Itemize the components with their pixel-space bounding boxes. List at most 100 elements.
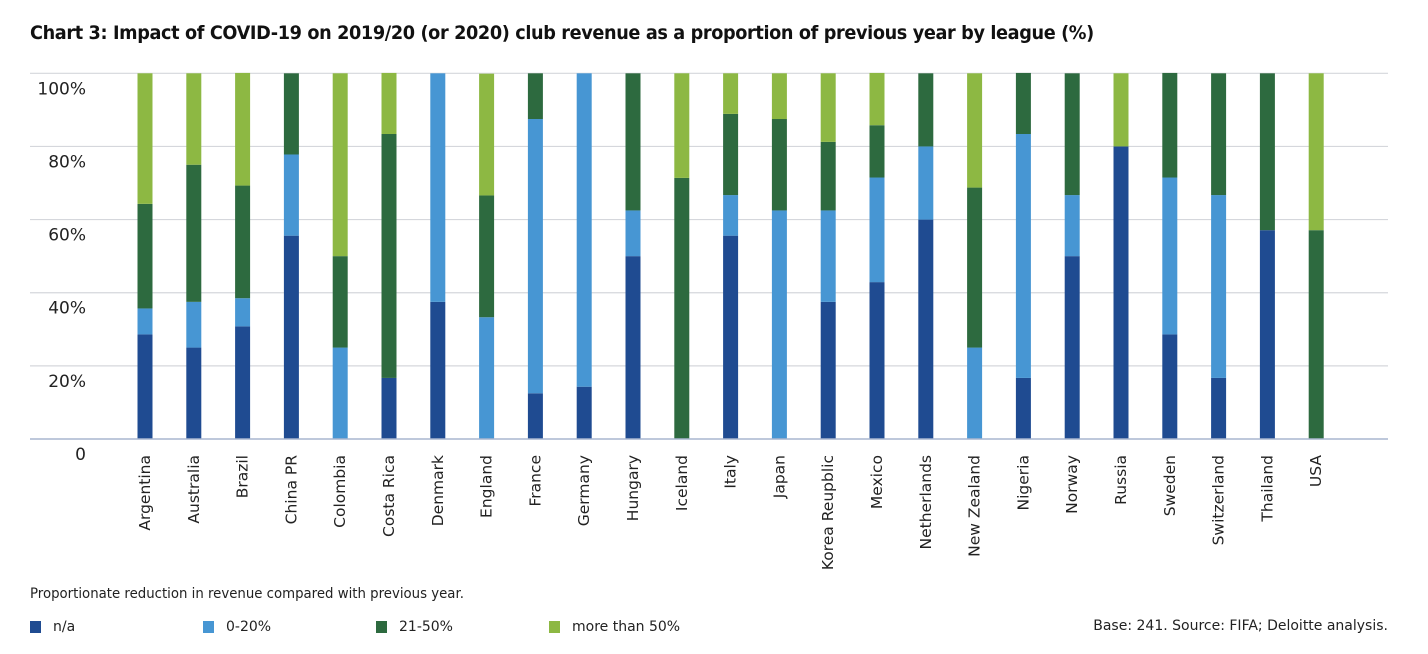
bar-segment-21-50- [479, 195, 495, 318]
bar-segment-0-20- [918, 146, 934, 220]
x-tick-label: China PR [282, 455, 300, 525]
bar-segment-21-50- [723, 113, 739, 196]
bar-segment-n-a [723, 235, 739, 439]
x-tick-label: Argentina [136, 455, 154, 531]
bar-segment-0-20- [137, 308, 153, 335]
bar-group-sweden [1162, 72, 1178, 439]
bar-segment-more-than-50- [332, 73, 348, 257]
bar-group-france [527, 73, 543, 439]
bar-group-colombia [332, 73, 348, 439]
bar-group-new-zealand [967, 73, 983, 439]
bar-segment-21-50- [235, 185, 251, 299]
bar-segment-n-a [1211, 377, 1227, 439]
bar-group-argentina [137, 73, 153, 439]
bar-segment-n-a [283, 235, 299, 439]
stacked-bar-chart: 0 20% 40% 60% 80% 100% Argentina Australia Braz… [30, 72, 1388, 571]
legend-title: Proportionate reduction in revenue compa… [30, 586, 464, 602]
bar-segment-21-50- [1308, 230, 1324, 439]
bar-segment-21-50- [771, 119, 787, 211]
bar-segment-21-50- [381, 134, 397, 378]
bar-group-brazil [235, 72, 251, 439]
bar-segment-0-20- [1162, 177, 1178, 335]
bar-segment-0-20- [332, 347, 348, 439]
bar-segment-21-50- [918, 73, 934, 147]
bar-segment-21-50- [527, 73, 543, 120]
bar-segment-21-50- [186, 164, 202, 302]
x-axis-ticks: Argentina Australia Brazil China PR Colombia… [136, 455, 1325, 571]
bar-segment-n-a [576, 386, 592, 439]
bar-segment-n-a [1162, 334, 1178, 439]
bar-segment-more-than-50- [771, 73, 787, 120]
bar-group-nigeria [1015, 72, 1031, 439]
y-tick-label: 80% [48, 152, 86, 172]
bar-group-thailand [1259, 73, 1275, 439]
legend-label: 21-50% [399, 619, 453, 635]
legend-item: 0-20% [203, 618, 271, 636]
bar-segment-n-a [430, 301, 446, 439]
x-tick-label: Brazil [234, 455, 252, 498]
y-tick-label: 20% [48, 372, 86, 392]
x-tick-label: Denmark [429, 455, 447, 526]
bar-segment-0-20- [1211, 195, 1227, 378]
bar-segment-0-20- [1015, 134, 1031, 378]
bar-segment-0-20- [625, 210, 641, 257]
bar-group-costa-rica [381, 72, 397, 439]
bar-segment-more-than-50- [235, 72, 251, 186]
bar-segment-more-than-50- [381, 72, 397, 135]
legend-swatch [203, 621, 214, 633]
x-tick-label: Japan [770, 455, 788, 499]
source-note: Base: 241. Source: FIFA; Deloitte analys… [1093, 618, 1388, 634]
bar-group-china-pr [283, 73, 299, 439]
bar-segment-n-a [186, 347, 202, 439]
x-tick-label: Mexico [868, 455, 886, 509]
bar-segment-0-20- [723, 195, 739, 236]
x-tick-label: France [526, 455, 544, 507]
x-tick-label: Hungary [624, 455, 642, 521]
y-tick-label: 0 [75, 445, 86, 465]
bar-group-denmark [430, 73, 446, 439]
x-tick-label: Nigeria [1014, 455, 1032, 510]
bar-group-england [479, 73, 495, 439]
y-tick-label: 60% [48, 226, 86, 246]
legend-label: n/a [53, 619, 76, 635]
bar-segment-21-50- [137, 203, 153, 309]
bar-segment-0-20- [527, 119, 543, 394]
bar-segment-n-a [1064, 256, 1080, 439]
bar-segment-0-20- [235, 298, 251, 327]
bar-group-australia [186, 73, 202, 439]
chart-title: Chart 3: Impact of COVID-19 on 2019/20 (… [30, 22, 1094, 44]
bar-segment-n-a [869, 282, 885, 439]
bar-segment-0-20- [479, 317, 495, 439]
bar-segment-0-20- [967, 347, 983, 439]
y-tick-label: 100% [37, 79, 86, 99]
x-tick-label: Italy [722, 455, 740, 489]
bar-segment-0-20- [430, 73, 446, 302]
bar-segment-n-a [1113, 146, 1129, 439]
legend-label: 0-20% [226, 619, 272, 635]
legend-item: 21-50% [376, 618, 453, 636]
bar-segment-0-20- [1064, 195, 1080, 257]
bar-segment-0-20- [186, 301, 202, 348]
bar-group-russia [1113, 73, 1129, 439]
gridlines [30, 72, 1388, 367]
bar-group-switzerland [1211, 73, 1227, 439]
x-tick-label: Thailand [1258, 455, 1276, 523]
bar-segment-21-50- [967, 187, 983, 348]
legend-item: n/a [30, 618, 75, 636]
bar-segment-more-than-50- [674, 73, 690, 178]
bar-segment-more-than-50- [1113, 73, 1129, 147]
bars [137, 72, 1324, 439]
bar-segment-0-20- [283, 154, 299, 236]
bar-segment-n-a [235, 326, 251, 439]
bar-group-korea-reupblic [820, 73, 836, 439]
x-tick-label: New Zealand [966, 455, 984, 557]
x-tick-label: Germany [575, 455, 593, 526]
bar-segment-n-a [820, 301, 836, 439]
bar-segment-n-a [1259, 230, 1275, 439]
legend-item: more than 50% [549, 618, 680, 636]
bar-segment-21-50- [1259, 73, 1275, 231]
bar-group-hungary [625, 73, 641, 439]
bar-group-italy [723, 73, 739, 439]
bar-group-usa [1308, 73, 1324, 439]
x-tick-label: England [478, 455, 496, 518]
